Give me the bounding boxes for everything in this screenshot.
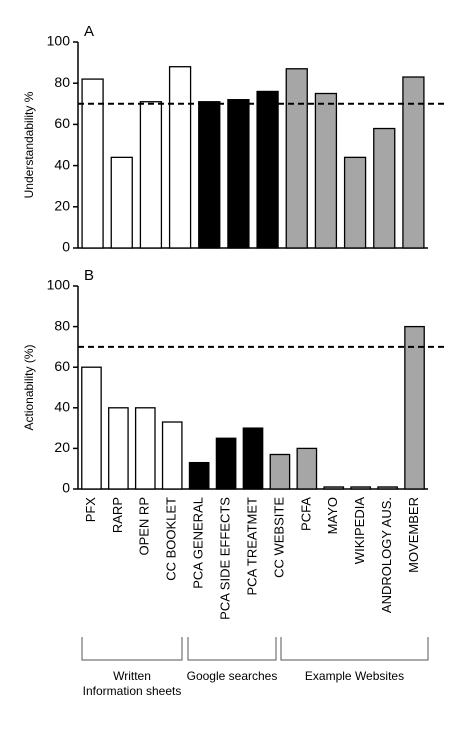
x-tick-label: PCA SIDE EFFECTS	[218, 497, 233, 620]
x-tick-label: OPEN RP	[137, 497, 152, 556]
x-tick-label: CC WEBSITE	[271, 497, 286, 578]
x-tick-label: CC BOOKLET	[164, 497, 179, 581]
y-axis-label: Understandability %	[22, 91, 36, 198]
bar	[285, 68, 308, 249]
x-tick-label: PCA GENERAL	[191, 497, 206, 589]
bracket	[280, 637, 429, 661]
bar	[108, 407, 129, 490]
bar	[242, 427, 264, 490]
y-tick-label: 20	[54, 439, 70, 455]
bar	[81, 78, 104, 249]
x-tick-label: WIKIPEDIA	[352, 497, 367, 565]
bracket	[81, 637, 183, 661]
bar	[81, 366, 102, 490]
bar	[404, 325, 425, 490]
bar	[161, 421, 183, 490]
bar	[110, 156, 133, 249]
bar	[269, 453, 291, 490]
y-axis-label: Actionability (%)	[22, 344, 36, 430]
bar	[377, 486, 398, 490]
bracket	[187, 637, 277, 661]
y-tick-label: 40	[54, 399, 70, 415]
bar	[188, 461, 210, 490]
y-tick-label: 0	[62, 480, 70, 496]
bar	[168, 66, 192, 249]
x-tick-label: RARP	[110, 497, 125, 533]
bar	[373, 127, 396, 249]
y-tick-label: 60	[54, 115, 70, 131]
group-brackets	[81, 637, 429, 661]
bar	[227, 99, 250, 249]
y-tick-label: 100	[47, 33, 71, 49]
y-tick-label: 40	[54, 156, 70, 172]
x-tick-label: PCA TREATMET	[244, 497, 259, 596]
x-tick-label: PCFA	[298, 497, 313, 531]
y-tick-label: 100	[47, 277, 71, 293]
bar	[215, 437, 237, 490]
y-tick-label: 20	[54, 198, 70, 214]
bar	[402, 76, 425, 249]
bar	[343, 156, 367, 249]
x-tick-label: ANDROLOGY AUS.	[379, 497, 394, 613]
panel-label: B	[84, 267, 94, 284]
x-tick-label: PFX	[83, 497, 98, 523]
panel-label: A	[84, 23, 94, 40]
bar	[314, 92, 338, 249]
group-label: Example Websites	[304, 669, 405, 683]
bar	[139, 101, 163, 249]
y-tick-label: 60	[54, 358, 70, 374]
bar	[134, 407, 156, 490]
bar	[350, 486, 372, 490]
group-label: Google searches	[186, 669, 278, 683]
x-tick-label: MOVEMBER	[406, 497, 421, 573]
y-tick-label: 80	[54, 317, 70, 333]
bar	[256, 90, 279, 249]
group-label: Written Information sheets	[82, 669, 182, 698]
y-tick-label: 80	[54, 74, 70, 90]
bar	[323, 486, 345, 490]
x-tick-label: MAYO	[325, 497, 340, 534]
y-tick-label: 0	[62, 239, 70, 255]
bar	[296, 447, 318, 490]
bar	[198, 101, 221, 249]
